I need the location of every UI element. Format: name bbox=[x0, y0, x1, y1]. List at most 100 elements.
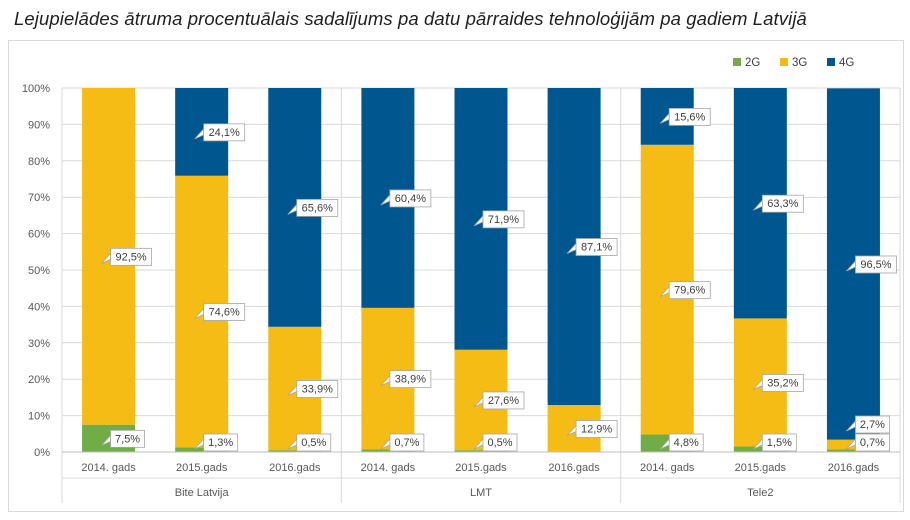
label-box bbox=[389, 370, 432, 389]
data-label: 96,5% bbox=[846, 255, 897, 274]
data-label: 63,3% bbox=[753, 194, 804, 213]
data-label: 0,7% bbox=[846, 433, 890, 452]
bar-2G bbox=[361, 449, 415, 452]
label-box bbox=[482, 210, 525, 229]
label-text: 60,4% bbox=[395, 193, 426, 205]
label-box bbox=[110, 429, 145, 448]
label-box bbox=[855, 255, 897, 274]
data-label: 65,6% bbox=[287, 198, 339, 217]
label-box bbox=[203, 123, 246, 142]
label-text: 35,2% bbox=[767, 377, 798, 389]
y-tick-label: 20% bbox=[28, 374, 50, 386]
data-labels: 7,5% 92,5% 1,3% 74,6% 24,1% 0,5% 33,9% 65,6% 0,7… bbox=[101, 107, 897, 452]
label-box bbox=[203, 433, 239, 452]
x-tick-label: 2016.gads bbox=[269, 462, 321, 474]
x-tick-label: 2014. gads bbox=[361, 462, 416, 474]
legend-swatch-2G bbox=[733, 58, 741, 66]
label-box bbox=[203, 303, 246, 321]
label-box bbox=[296, 433, 332, 452]
data-label: 35,2% bbox=[753, 374, 804, 392]
data-label: 60,4% bbox=[380, 189, 432, 208]
data-label: 1,3% bbox=[194, 433, 239, 452]
label-box bbox=[482, 433, 518, 452]
legend-label-3G: 3G bbox=[792, 57, 807, 69]
data-label: 33,9% bbox=[287, 380, 339, 398]
label-box bbox=[575, 420, 618, 438]
label-text: 0,7% bbox=[394, 437, 419, 449]
label-text: 71,9% bbox=[488, 214, 519, 226]
group-label: Bite Latvija bbox=[175, 487, 230, 499]
data-label: 7,5% bbox=[101, 429, 145, 448]
label-box bbox=[761, 433, 797, 452]
label-text: 4,8% bbox=[674, 437, 699, 449]
label-text: 96,5% bbox=[860, 259, 891, 271]
x-tick-label: 2014. gads bbox=[640, 462, 695, 474]
label-text: 7,5% bbox=[115, 433, 140, 445]
data-label: 0,5% bbox=[473, 433, 518, 452]
label-box bbox=[855, 433, 890, 452]
x-tick-label: 2015.gads bbox=[176, 462, 228, 474]
data-label: 38,9% bbox=[380, 370, 432, 389]
legend-swatch-4G bbox=[827, 58, 835, 66]
label-box bbox=[761, 374, 804, 392]
label-text: 63,3% bbox=[767, 198, 798, 210]
y-tick-label: 30% bbox=[28, 338, 50, 350]
y-tick-label: 100% bbox=[22, 83, 50, 95]
bar-2G bbox=[175, 447, 229, 452]
label-text: 1,5% bbox=[767, 437, 792, 449]
y-axis: 0% 10% 20% 30% 40% 50% 60% 70% 80% 90% 100% bbox=[22, 83, 50, 459]
label-text: 38,9% bbox=[395, 374, 426, 386]
label-box bbox=[668, 281, 711, 300]
group-label: Tele2 bbox=[747, 487, 773, 499]
label-box bbox=[296, 198, 339, 217]
data-label: 71,9% bbox=[473, 210, 525, 229]
label-text: 65,6% bbox=[302, 202, 333, 214]
x-tick-label: 2015.gads bbox=[455, 462, 507, 474]
data-label: 15,6% bbox=[659, 107, 711, 126]
data-label: 27,6% bbox=[473, 391, 525, 410]
legend-swatch-3G bbox=[780, 58, 788, 66]
y-tick-label: 10% bbox=[28, 411, 50, 423]
data-label: 0,7% bbox=[380, 433, 425, 452]
label-box bbox=[482, 391, 525, 410]
label-text: 74,6% bbox=[209, 306, 240, 318]
legend-label-4G: 4G bbox=[839, 57, 854, 69]
label-text: 1,3% bbox=[208, 437, 233, 449]
y-tick-label: 70% bbox=[28, 192, 50, 204]
y-tick-label: 40% bbox=[28, 301, 50, 313]
y-tick-label: 90% bbox=[28, 119, 50, 131]
label-text: 0,7% bbox=[860, 437, 885, 449]
data-label: 24,1% bbox=[194, 123, 246, 142]
label-box bbox=[668, 433, 704, 452]
bar-2G bbox=[454, 450, 508, 452]
label-text: 0,5% bbox=[301, 437, 326, 449]
label-box bbox=[668, 107, 711, 126]
y-tick-label: 80% bbox=[28, 156, 50, 168]
data-label: 4,8% bbox=[659, 433, 704, 452]
label-box bbox=[855, 415, 890, 434]
group-label: LMT bbox=[470, 487, 492, 499]
label-box bbox=[575, 238, 618, 256]
x-tick-label: 2016.gads bbox=[548, 462, 600, 474]
data-label: 1,5% bbox=[753, 433, 797, 452]
y-tick-label: 50% bbox=[28, 265, 50, 277]
legend-label-2G: 2G bbox=[745, 57, 760, 69]
data-label: 92,5% bbox=[101, 247, 152, 266]
data-label: 12,9% bbox=[566, 420, 618, 438]
label-box bbox=[761, 194, 804, 213]
bars bbox=[82, 88, 880, 452]
x-axis: 2014. gads 2015.gads 2016.gads 2014. gads 20… bbox=[61, 88, 901, 503]
bar-2G bbox=[826, 449, 880, 452]
label-text: 0,5% bbox=[487, 437, 512, 449]
chart-frame bbox=[8, 40, 904, 512]
data-label: 0,5% bbox=[287, 433, 332, 452]
label-box bbox=[389, 433, 425, 452]
x-tick-label: 2016.gads bbox=[828, 462, 880, 474]
label-text: 92,5% bbox=[115, 251, 146, 263]
bar-2G bbox=[268, 450, 322, 452]
label-text: 24,1% bbox=[209, 127, 240, 139]
legend: 2G 3G 4G bbox=[733, 57, 854, 69]
y-tick-label: 60% bbox=[28, 229, 50, 241]
data-label: 87,1% bbox=[566, 238, 618, 256]
